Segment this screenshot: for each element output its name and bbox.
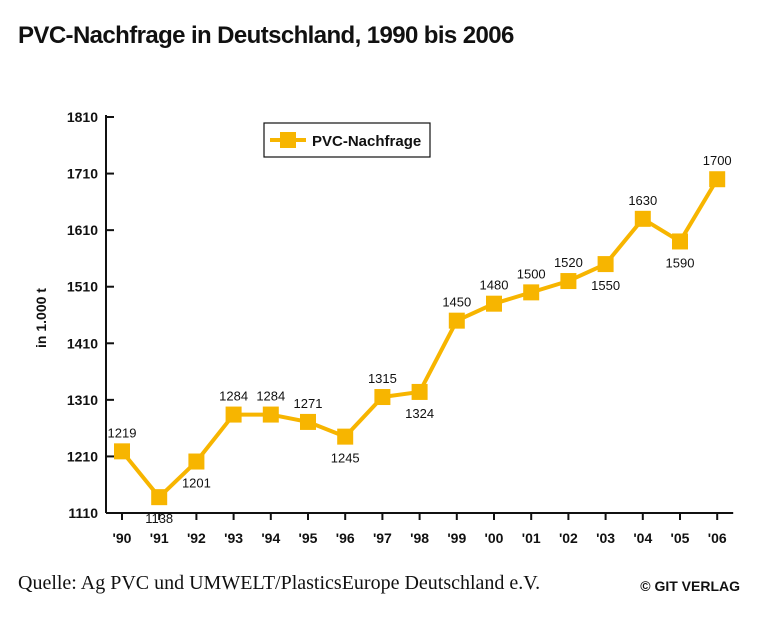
x-axis-ticks: '90 '91 '92 '93 '94 '95 '96 '97 '98 '99 '00 '01 '02 '… <box>113 513 727 546</box>
data-point-marker <box>151 489 168 506</box>
axes <box>105 115 734 514</box>
data-label: 1219 <box>108 425 137 440</box>
x-tick-label: '96 <box>336 530 355 546</box>
data-label: 1500 <box>517 266 546 281</box>
series-line <box>120 178 719 501</box>
data-label: 1480 <box>480 278 509 293</box>
y-tick-label: 1210 <box>67 448 98 464</box>
data-label: 1700 <box>703 153 732 168</box>
data-label: 1271 <box>294 396 323 411</box>
data-point-marker <box>634 210 651 227</box>
data-point-marker <box>262 406 279 423</box>
data-point-marker <box>114 443 130 460</box>
x-tick-label: '90 <box>113 530 132 546</box>
data-label: 1550 <box>591 278 620 293</box>
legend: PVC-Nachfrage <box>263 122 431 158</box>
x-tick-label: '06 <box>708 530 727 546</box>
data-point-marker <box>672 233 688 250</box>
x-tick-label: '93 <box>224 530 243 546</box>
data-label: 1324 <box>405 406 434 421</box>
data-point-marker <box>225 406 242 423</box>
x-tick-label: '97 <box>373 530 392 546</box>
x-tick-label: '01 <box>522 530 541 546</box>
data-point-marker <box>337 428 354 445</box>
x-tick-label: '92 <box>187 530 206 546</box>
y-tick-label: 1310 <box>67 392 98 408</box>
x-tick-label: '04 <box>633 530 652 546</box>
copyright-note: © GIT VERLAG <box>640 578 740 594</box>
x-tick-label: '91 <box>150 530 169 546</box>
chart-title: PVC-Nachfrage in Deutschland, 1990 bis 2… <box>18 22 514 49</box>
x-tick-label: '98 <box>410 530 429 546</box>
x-tick-label: '95 <box>299 530 318 546</box>
y-tick-label: 1810 <box>67 109 98 125</box>
data-point-marker <box>374 389 391 406</box>
data-point-marker <box>597 256 614 273</box>
data-label: 1590 <box>666 255 695 270</box>
x-tick-label: '99 <box>447 530 466 546</box>
data-point-marker <box>411 383 428 400</box>
y-tick-label: 1610 <box>67 222 98 238</box>
x-tick-label: '05 <box>671 530 690 546</box>
y-axis-label: in 1.000 t <box>33 288 49 348</box>
data-point-marker <box>300 413 316 430</box>
data-label: 1138 <box>145 511 173 526</box>
y-tick-label: 1710 <box>67 166 98 182</box>
data-label: 1315 <box>368 371 397 386</box>
legend-label: PVC-Nachfrage <box>312 133 421 150</box>
data-point-marker <box>188 453 205 470</box>
y-tick-label: 1110 <box>68 505 98 521</box>
data-label: 1520 <box>554 255 583 270</box>
x-tick-label: '02 <box>559 530 578 546</box>
y-axis-ticks: 1110 1210 1310 1410 1510 1610 1710 1810 <box>67 109 114 521</box>
x-tick-label: '03 <box>596 530 615 546</box>
data-point-marker <box>560 273 577 290</box>
data-point-marker <box>448 312 465 329</box>
data-label: 1284 <box>219 389 248 404</box>
source-note: Quelle: Ag PVC und UMWELT/PlasticsEurope… <box>18 572 541 594</box>
data-label: 1284 <box>256 389 285 404</box>
legend-marker <box>280 132 296 148</box>
x-tick-label: '94 <box>261 530 280 546</box>
y-tick-label: 1510 <box>67 279 98 295</box>
data-point-marker <box>486 295 502 312</box>
data-label: 1245 <box>331 451 360 466</box>
data-label: 1450 <box>442 295 471 310</box>
data-label: 1630 <box>628 193 657 208</box>
series-line-group <box>120 178 719 501</box>
series-markers <box>114 171 726 506</box>
data-point-marker <box>709 171 726 188</box>
x-tick-label: '00 <box>485 530 504 546</box>
data-point-marker <box>523 284 540 301</box>
data-label: 1201 <box>182 476 211 491</box>
data-labels: 1219 1138 1201 1284 1284 1271 1245 1315 1324 1450… <box>108 153 732 526</box>
y-tick-label: 1410 <box>67 335 98 351</box>
